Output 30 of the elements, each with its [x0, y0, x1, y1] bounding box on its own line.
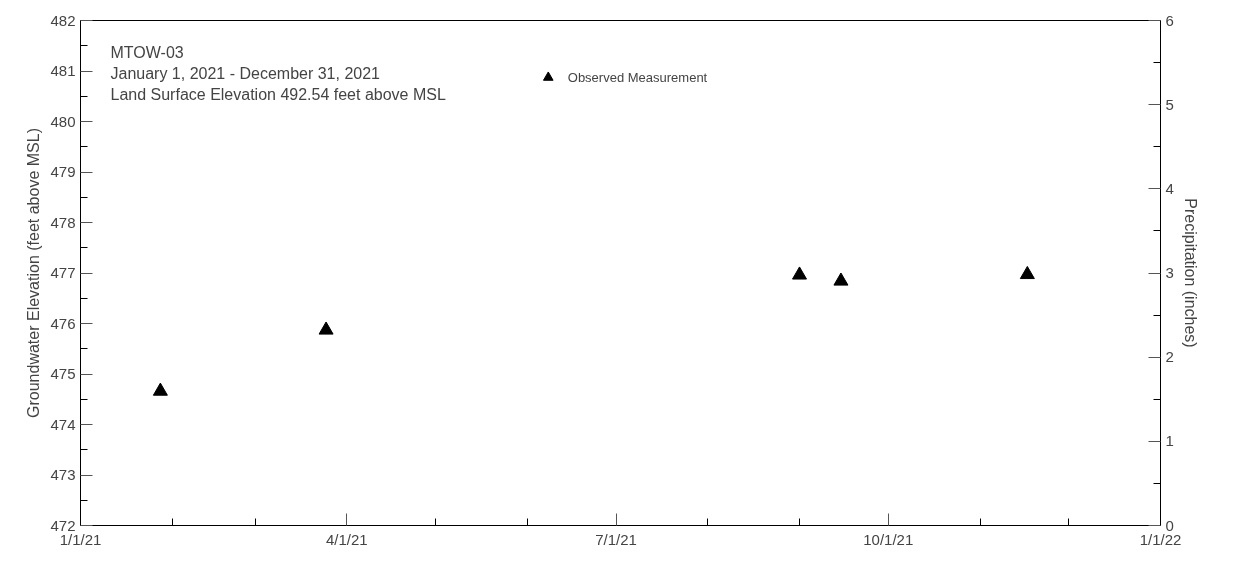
x-tick-label: 10/1/21 — [863, 530, 914, 548]
y-tick-label: 473 — [50, 466, 76, 483]
x-tick-label: 4/1/21 — [325, 530, 368, 548]
y2-tick-label: 4 — [1165, 179, 1174, 197]
point — [152, 382, 168, 396]
y-tick-label: 476 — [50, 314, 76, 332]
x-tick-label: 7/1/21 — [595, 530, 637, 548]
annotation: MTOW-03 — [110, 43, 184, 61]
y-tick-label: 474 — [50, 415, 76, 433]
y-tick-label: 478 — [50, 213, 76, 231]
y2-tick-label: 3 — [1165, 264, 1174, 281]
y2-axis-title: Precipitation (inches) — [1181, 198, 1199, 348]
point — [792, 266, 808, 280]
legend-label: Observed Measurement — [567, 69, 708, 85]
y-tick-label: 481 — [50, 62, 76, 79]
annotation: January 1, 2021 - December 31, 2021 — [110, 64, 381, 82]
y-tick-label: 479 — [50, 163, 76, 180]
y-tick-label: 482 — [50, 11, 76, 29]
point — [833, 272, 849, 286]
annotation: Land Surface Elevation 492.54 feet above MSL — [110, 85, 446, 103]
y-tick-label: 477 — [50, 264, 76, 281]
y2-tick-label: 2 — [1165, 348, 1174, 366]
y2-tick-label: 5 — [1165, 95, 1174, 113]
y2-tick-label: 1 — [1165, 432, 1174, 450]
y-tick-label: 480 — [50, 112, 76, 130]
point — [1019, 265, 1035, 280]
y2-tick-label: 6 — [1165, 11, 1174, 29]
y-tick-label: 475 — [50, 365, 76, 382]
y-axis-title: Groundwater Elevation (feet above MSL) — [25, 128, 43, 418]
point — [318, 321, 334, 335]
